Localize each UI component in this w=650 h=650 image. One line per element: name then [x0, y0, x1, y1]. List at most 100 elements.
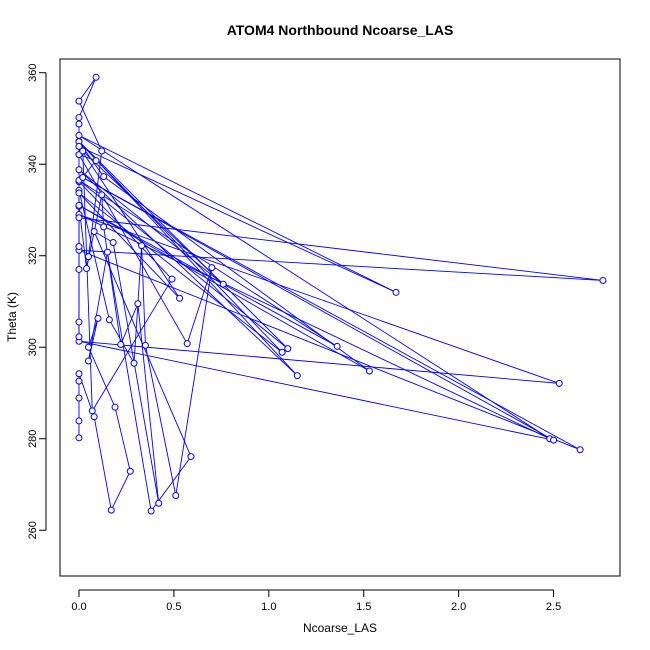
series-segment	[101, 194, 105, 227]
data-point	[75, 370, 83, 378]
x-tick-label: 0.5	[166, 601, 181, 613]
y-tick-label: 340	[27, 155, 39, 173]
data-point	[75, 142, 83, 150]
series-segment	[88, 251, 108, 362]
data-point	[183, 340, 191, 348]
data-point	[109, 238, 117, 246]
series-segment	[78, 249, 603, 281]
series-points	[75, 73, 607, 515]
series-segment	[78, 217, 603, 281]
series-segment	[78, 77, 97, 102]
chart-title: ATOM4 Northbound Ncoarse_LAS	[227, 22, 454, 38]
series-lines	[78, 77, 603, 512]
data-point	[75, 166, 83, 174]
series-segment	[78, 192, 283, 353]
data-point	[75, 243, 83, 251]
series-segment	[88, 347, 116, 408]
data-point	[75, 201, 83, 209]
y-tick-label: 260	[27, 521, 39, 539]
data-point	[130, 359, 138, 367]
series-segment	[93, 231, 114, 243]
x-axis-label: Ncoarse_LAS	[303, 621, 377, 635]
data-point	[90, 227, 98, 235]
data-point	[134, 300, 142, 308]
data-point	[100, 173, 108, 181]
y-tick-label: 320	[27, 247, 39, 265]
x-tick-label: 1.0	[261, 601, 276, 613]
data-point	[75, 377, 83, 385]
data-point	[90, 413, 98, 421]
data-point	[176, 294, 184, 302]
series-segment	[103, 226, 122, 345]
series-segment	[110, 471, 131, 511]
series-segment	[91, 278, 173, 412]
series-segment	[78, 214, 550, 440]
y-axis: 260 280 300 320 340 360	[27, 64, 47, 539]
data-point	[365, 367, 373, 375]
data-point	[168, 275, 176, 283]
x-tick-label: 2.5	[546, 601, 561, 613]
y-tick-label: 280	[27, 430, 39, 448]
data-point	[172, 491, 180, 499]
data-point	[103, 248, 111, 256]
data-point	[111, 403, 119, 411]
series-segment	[78, 205, 370, 372]
data-point	[599, 276, 607, 284]
series-segment	[78, 77, 97, 118]
data-point	[79, 173, 87, 181]
series-segment	[78, 249, 581, 451]
series-segment	[82, 177, 581, 451]
y-tick-label: 360	[27, 64, 39, 82]
data-point	[84, 253, 92, 261]
x-tick-label: 2.0	[451, 601, 466, 613]
data-point	[284, 345, 292, 353]
series-segment	[78, 141, 289, 349]
data-point	[117, 340, 125, 348]
data-point	[75, 114, 83, 122]
series-segment	[88, 150, 103, 257]
data-point	[550, 436, 558, 444]
data-point	[88, 407, 96, 415]
data-point	[126, 467, 134, 475]
data-point	[75, 434, 83, 442]
data-point	[208, 264, 216, 272]
data-point	[75, 131, 83, 139]
data-point	[94, 314, 102, 322]
data-point	[75, 97, 83, 105]
data-point	[147, 507, 155, 515]
series-segment	[78, 141, 298, 376]
data-point	[155, 499, 163, 507]
series-segment	[78, 340, 554, 441]
data-point	[278, 348, 286, 356]
series-segment	[78, 190, 110, 320]
data-point	[187, 453, 195, 461]
data-point	[75, 265, 83, 273]
series-segment	[120, 303, 139, 345]
data-point	[219, 280, 227, 288]
data-point	[105, 316, 113, 324]
data-point	[107, 506, 115, 514]
data-point	[75, 417, 83, 425]
series-segment	[141, 245, 146, 346]
series-segment	[82, 150, 93, 411]
data-point	[141, 341, 149, 349]
data-point	[79, 147, 87, 155]
series-segment	[112, 242, 160, 504]
data-point	[75, 394, 83, 402]
plot-frame	[59, 58, 621, 577]
data-point	[293, 372, 301, 380]
series-segment	[78, 135, 397, 293]
data-point	[84, 343, 92, 351]
data-point	[92, 157, 100, 165]
series-segment	[137, 303, 160, 504]
data-point	[84, 357, 92, 365]
data-point	[555, 379, 563, 387]
data-point	[98, 147, 106, 155]
series-segment	[78, 192, 180, 299]
series-segment	[78, 135, 551, 440]
series-segment	[78, 146, 180, 299]
series-segment	[78, 100, 103, 152]
x-axis: 0.0 0.5 1.0 1.5 2.0 2.5	[71, 589, 561, 613]
data-point	[138, 242, 146, 250]
